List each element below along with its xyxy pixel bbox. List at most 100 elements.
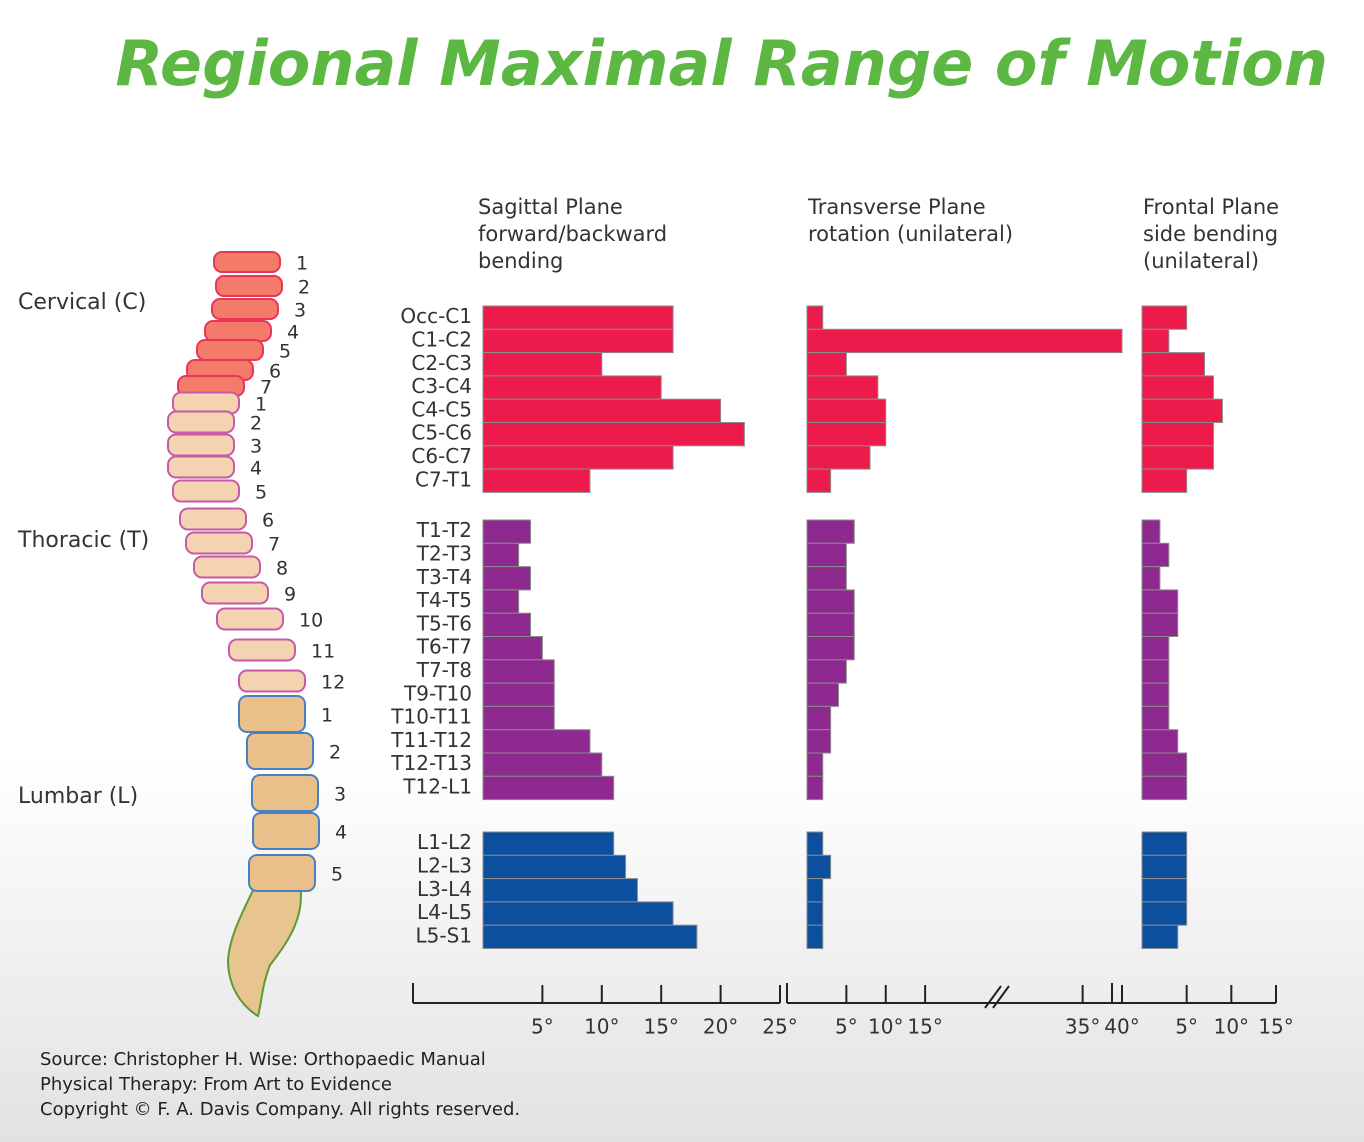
panel-title: Sagittal Plane [478,195,623,219]
bar [1141,445,1214,470]
vertebra-number: 1 [321,705,333,727]
vertebra-number: 4 [250,458,262,480]
category-label: T5-T6 [416,611,472,635]
bar [806,878,824,903]
vertebra-number: 3 [334,784,346,806]
category-label: T4-T5 [416,588,472,612]
category-label: T6-T7 [416,635,472,659]
bar [1141,375,1214,400]
x-tick-label: 15° [907,1015,942,1039]
bar [482,636,543,661]
bar [482,398,722,424]
vertebra-number: 2 [250,413,262,435]
bar [1141,636,1170,661]
vertebra-number: 7 [268,534,280,556]
vertebra-number: 1 [255,394,267,416]
bar [1141,854,1188,880]
bar [482,328,674,354]
vertebra-number: 1 [296,253,308,275]
bar [1141,659,1170,684]
vertebra [201,581,269,605]
bar [482,752,603,777]
vertebra-number: 4 [335,822,347,844]
bar [806,752,824,777]
bar [806,854,832,880]
bar [806,375,879,400]
bar [806,468,832,493]
x-tick-label: 5° [835,1015,858,1039]
bar [482,305,674,330]
bar [1141,682,1170,707]
bar [1141,352,1206,377]
bar [1141,398,1223,424]
x-tick-label: 40° [1104,1015,1139,1039]
vertebra-number: 5 [279,341,291,363]
bar [482,542,520,568]
bar [1141,775,1188,801]
bar [482,612,532,638]
bar [806,831,824,856]
axis-break [984,985,1002,1009]
vertebra [172,479,240,503]
bar [806,901,824,926]
category-label: Occ-C1 [400,304,472,328]
vertebra-number: 5 [331,864,343,886]
bar [1141,612,1179,638]
bar [1141,901,1188,926]
category-label: L5-S1 [415,923,472,947]
bar [1141,542,1170,568]
page-title: Regional Maximal Range of Motion [115,27,1328,100]
bar [1141,468,1188,493]
vertebra-number: 12 [321,672,345,694]
bar [1141,878,1188,903]
bar [806,445,871,470]
category-label: T12-T13 [390,751,472,775]
vertebra-number: 9 [284,584,296,606]
category-label: C7-T1 [415,467,472,491]
panel-title: bending [478,249,563,273]
axis-break [992,985,1010,1009]
category-label: L1-L2 [417,830,472,854]
vertebra [238,669,306,693]
bar [1141,519,1161,544]
vertebra [167,455,235,479]
vertebra-number: 10 [299,610,323,632]
vertebra [251,774,319,812]
x-tick-label: 10° [1214,1015,1249,1039]
bar [806,636,855,661]
category-label: C1-C2 [411,327,472,351]
bar [482,924,698,950]
bar [482,682,555,707]
bar [482,729,591,754]
category-label: T11-T12 [390,728,472,752]
vertebra [167,410,235,434]
bar [1141,831,1188,856]
bar [482,589,520,614]
x-tick-label: 25° [762,1015,797,1039]
x-tick-label: 5° [531,1015,554,1039]
bar [482,705,555,731]
panel-title: Frontal Plane [1143,195,1279,219]
source-line: Physical Therapy: From Art to Evidence [40,1074,392,1095]
bar [1141,705,1170,731]
panel-title: Transverse Plane [807,195,986,219]
bar [482,519,532,544]
bar [806,398,887,424]
bar [482,468,591,493]
bar [1141,566,1161,591]
bar [806,924,824,950]
bar [482,422,745,447]
vertebra-number: 3 [294,300,306,322]
bar [482,901,674,926]
panel-title: side bending [1143,222,1278,246]
region-label: Lumbar (L) [18,784,138,809]
bar [806,775,824,801]
vertebra-number: 6 [262,510,274,532]
vertebra-number: 2 [298,277,310,299]
bar [806,612,855,638]
x-tick-label: 20° [703,1015,738,1039]
vertebra [172,391,240,415]
panel-title: rotation (unilateral) [808,222,1013,246]
bar [482,445,674,470]
